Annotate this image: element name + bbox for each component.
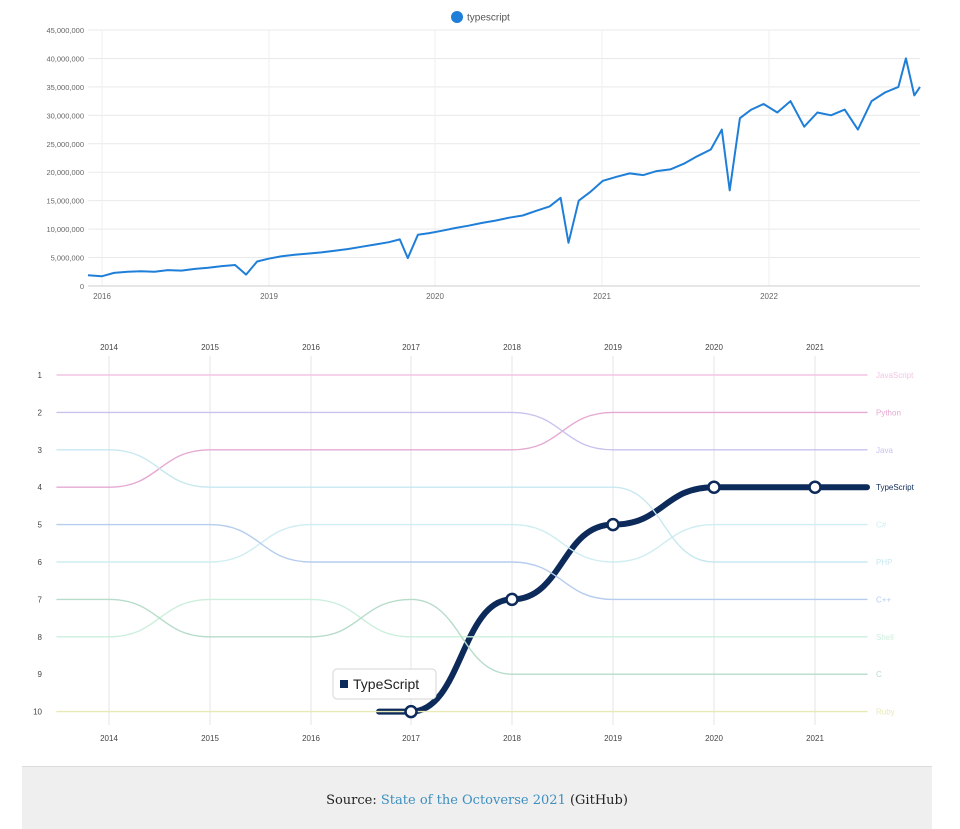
rank-marker-typescript[interactable] [505, 592, 519, 607]
rank-label: 8 [38, 633, 43, 642]
rank-label: 10 [33, 708, 42, 717]
year-label-bottom: 2021 [806, 734, 824, 743]
caption-prefix: Source: [326, 793, 381, 808]
year-label-bottom: 2014 [100, 734, 118, 743]
series-label-shell: Shell [876, 633, 894, 642]
y-tick-label: 20,000,000 [46, 168, 84, 177]
legend-label-typescript: typescript [467, 13, 510, 24]
source-caption-bar: Source: State of the Octoverse 2021 (Git… [22, 766, 932, 829]
y-tick-label: 0 [80, 282, 84, 291]
legend-swatch-typescript [451, 11, 463, 23]
rank-label: 5 [38, 521, 43, 530]
y-tick-label: 15,000,000 [46, 197, 84, 206]
rank-label: 6 [38, 558, 43, 567]
rank-label: 7 [38, 595, 43, 604]
rank-marker-typescript[interactable] [808, 480, 822, 494]
chart-tooltip: TypeScript [332, 668, 437, 700]
series-label-c: C [876, 670, 882, 679]
rank-label: 4 [38, 483, 43, 492]
year-label-top: 2016 [302, 343, 320, 352]
x-axis-ticks: 2016 2019 2020 2021 2022 [93, 292, 778, 301]
y-tick-label: 5,000,000 [51, 254, 84, 263]
rank-marker-typescript[interactable] [707, 480, 721, 494]
year-label-bottom: 2016 [302, 734, 320, 743]
year-label-top: 2017 [402, 343, 420, 352]
language-rank-chart: 2014 2015 2016 2017 2018 2019 2020 2021 2014 201… [33, 343, 915, 743]
y-tick-label: 40,000,000 [46, 54, 84, 63]
x-tick-label: 2019 [260, 292, 278, 301]
source-link[interactable]: State of the Octoverse 2021 [380, 793, 566, 808]
rank-line-c [56, 598, 868, 675]
y-tick-label: 25,000,000 [46, 140, 84, 149]
rank-line-csharp [56, 523, 868, 563]
series-label-php: PHP [876, 558, 892, 567]
year-label-bottom: 2020 [705, 734, 723, 743]
y-tick-label: 35,000,000 [46, 83, 84, 92]
series-label-csharp: C# [876, 521, 887, 530]
series-line-typescript [87, 57, 921, 278]
y-tick-label: 10,000,000 [46, 225, 84, 234]
year-label-bottom: 2017 [402, 734, 420, 743]
x-tick-label: 2016 [93, 292, 111, 301]
rank-marker-typescript[interactable] [606, 517, 620, 532]
rank-line-typescript [376, 484, 870, 715]
grid-lines [88, 29, 920, 287]
year-label-bottom: 2019 [604, 734, 622, 743]
year-label-top: 2015 [201, 343, 219, 352]
chart-legend[interactable]: typescript [451, 11, 510, 24]
tooltip-box [332, 668, 437, 700]
year-label-bottom: 2018 [503, 734, 521, 743]
x-tick-label: 2022 [760, 292, 778, 301]
rank-line-cpp [56, 523, 868, 601]
series-label-javascript: JavaScript [876, 371, 914, 380]
rank-label: 3 [38, 446, 43, 455]
series-label-typescript: TypeScript [876, 483, 915, 492]
rank-line-java [56, 411, 868, 451]
y-tick-label: 45,000,000 [46, 26, 84, 35]
year-label-top: 2020 [705, 343, 723, 352]
caption-suffix: (GitHub) [565, 793, 628, 808]
year-label-top: 2021 [806, 343, 824, 352]
x-tick-label: 2021 [593, 292, 611, 301]
series-label-python: Python [876, 408, 901, 417]
year-label-bottom: 2015 [201, 734, 219, 743]
year-label-top: 2018 [503, 343, 521, 352]
y-tick-label: 30,000,000 [46, 111, 84, 120]
rank-line-php [56, 449, 868, 563]
series-label-java: Java [876, 446, 893, 455]
tooltip-swatch [340, 680, 348, 688]
rank-line-shell [56, 598, 868, 638]
rank-label: 1 [38, 371, 43, 380]
source-caption: Source: State of the Octoverse 2021 (Git… [22, 793, 932, 808]
x-tick-label: 2020 [426, 292, 444, 301]
year-label-top: 2014 [100, 343, 118, 352]
rank-marker-typescript[interactable] [404, 704, 418, 719]
tooltip-label: TypeScript [353, 676, 419, 692]
year-label-top: 2019 [604, 343, 622, 352]
rank-label: 2 [38, 408, 43, 417]
rank-label: 9 [38, 670, 43, 679]
npm-downloads-chart: 0 5,000,000 10,000,000 15,000,000 20,000,000… [46, 11, 921, 301]
series-label-ruby: Ruby [876, 708, 895, 717]
y-axis-ticks: 0 5,000,000 10,000,000 15,000,000 20,000,000… [46, 26, 84, 291]
rank-line-python [56, 411, 868, 488]
series-label-cpp: C++ [876, 595, 891, 604]
